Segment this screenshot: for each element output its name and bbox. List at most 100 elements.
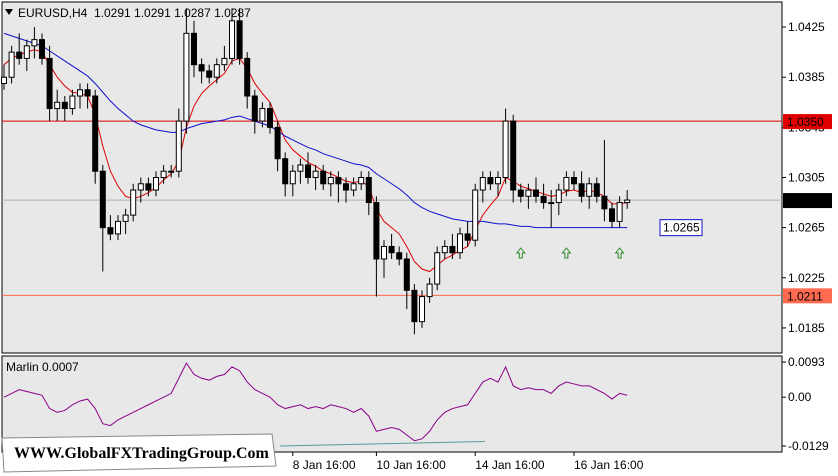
moving-average-line	[3, 32, 628, 229]
candle-body	[495, 177, 501, 185]
candle-body	[115, 220, 121, 235]
candle-body	[373, 202, 380, 260]
up-arrow-icon	[614, 247, 625, 259]
up-arrow-icon	[515, 247, 526, 259]
candle-body	[403, 258, 410, 291]
candle-body	[99, 170, 106, 229]
candle-body	[411, 289, 418, 323]
candle-body	[426, 283, 433, 298]
candle-body	[350, 183, 357, 191]
price-tick-label: 1.0185	[788, 321, 825, 335]
signal-arrows	[515, 247, 625, 259]
candle-body	[578, 183, 585, 197]
candle-body	[1, 76, 7, 84]
candle-body	[358, 177, 365, 185]
time-tick-label: 8 Jan 16:00	[293, 458, 356, 472]
candle-body	[289, 170, 296, 185]
candle-body	[624, 199, 631, 204]
candle-body	[8, 51, 15, 78]
watermark-text: WWW.GlobalFXTradingGroup.Com	[14, 445, 270, 462]
marlin-indicator: 0.0093 0.00 -0.0129	[3, 355, 829, 453]
symbol-label: EURUSD,H4	[18, 6, 88, 20]
candle-body	[510, 120, 517, 191]
resistance-label: 1.0350	[787, 115, 824, 129]
candle-body	[175, 120, 182, 172]
price-tick-label: 1.0385	[788, 70, 825, 84]
candle-body	[236, 20, 243, 59]
support-label: 1.0211	[787, 289, 823, 303]
candle-body	[54, 101, 61, 110]
candle-body	[251, 95, 258, 122]
candle-body	[31, 39, 38, 47]
candle-body	[191, 32, 197, 66]
candle-body	[305, 164, 311, 178]
candle-body	[449, 245, 456, 254]
price-tick-label: 1.0225	[788, 271, 825, 285]
candle-body	[609, 208, 615, 222]
current-price-badge	[783, 193, 832, 209]
candle-body	[274, 126, 281, 160]
candle-body	[69, 95, 76, 110]
candle-body	[183, 32, 190, 122]
candle-body	[145, 183, 152, 191]
price-pane[interactable]	[1, 1, 783, 354]
watermark-banner: WWW.GlobalFXTradingGroup.Com	[1, 433, 277, 473]
candle-body	[457, 233, 463, 254]
candle-body	[434, 252, 441, 285]
ma-value-box	[659, 219, 703, 237]
candle-body	[517, 189, 524, 197]
candle-body	[130, 189, 137, 216]
candle-body	[23, 45, 30, 59]
indicator-name: Marlin 0.0007	[6, 360, 79, 374]
candle-body	[92, 95, 99, 172]
candle-body	[388, 245, 395, 254]
menu-triangle-icon[interactable]	[5, 9, 13, 15]
candle-body	[464, 233, 471, 241]
candle-body	[84, 89, 91, 97]
candle-body	[525, 189, 532, 197]
ohlc-values: 1.0291 1.0291 1.0287 1.0287	[94, 6, 251, 20]
indicator-tick-label: 0.00	[788, 390, 812, 404]
price-tick-label: 1.0425	[788, 20, 825, 34]
up-arrow-icon	[561, 247, 572, 259]
candle-body	[601, 195, 608, 210]
candle-body	[320, 170, 327, 185]
candle-body	[381, 245, 387, 260]
candles	[1, 8, 631, 335]
candle-body	[593, 183, 600, 197]
candle-body	[487, 177, 494, 185]
candle-body	[221, 57, 228, 66]
candle-body	[571, 177, 577, 185]
time-tick-label: 16 Jan 16:00	[574, 458, 644, 472]
candle-body	[259, 108, 266, 122]
candle-body	[555, 189, 562, 204]
ma-value-label: 1.0265	[663, 221, 700, 235]
price-tick-label: 1.0265	[788, 221, 825, 235]
candle-body	[419, 296, 425, 323]
candle-body	[107, 227, 114, 235]
candle-body	[229, 20, 235, 59]
indicator-tick-label: -0.0129	[788, 439, 829, 453]
candle-body	[16, 51, 23, 59]
candle-body	[168, 170, 175, 173]
candle-body	[153, 177, 159, 191]
resistance-badge	[783, 114, 832, 130]
candle-body	[61, 101, 68, 110]
candle-body	[46, 57, 53, 110]
time-tick-label: 14 Jan 16:00	[475, 458, 545, 472]
price-tick-label: 1.0305	[788, 171, 825, 185]
candle-body	[502, 120, 509, 178]
candle-body	[396, 252, 403, 260]
candle-body	[137, 183, 144, 191]
candle-body	[533, 189, 539, 197]
candle-body	[616, 202, 623, 222]
time-axis: 8 Jan 16:00 10 Jan 16:00 14 Jan 16:00 16 Ja…	[292, 452, 644, 472]
time-tick-label: 10 Jan 16:00	[376, 458, 446, 472]
candle-body	[244, 57, 251, 97]
candle-body	[563, 177, 570, 191]
current-price-label: 1.0287	[787, 194, 824, 208]
candle-body	[282, 158, 289, 185]
candle-body	[160, 170, 167, 179]
candle-body	[312, 170, 319, 179]
